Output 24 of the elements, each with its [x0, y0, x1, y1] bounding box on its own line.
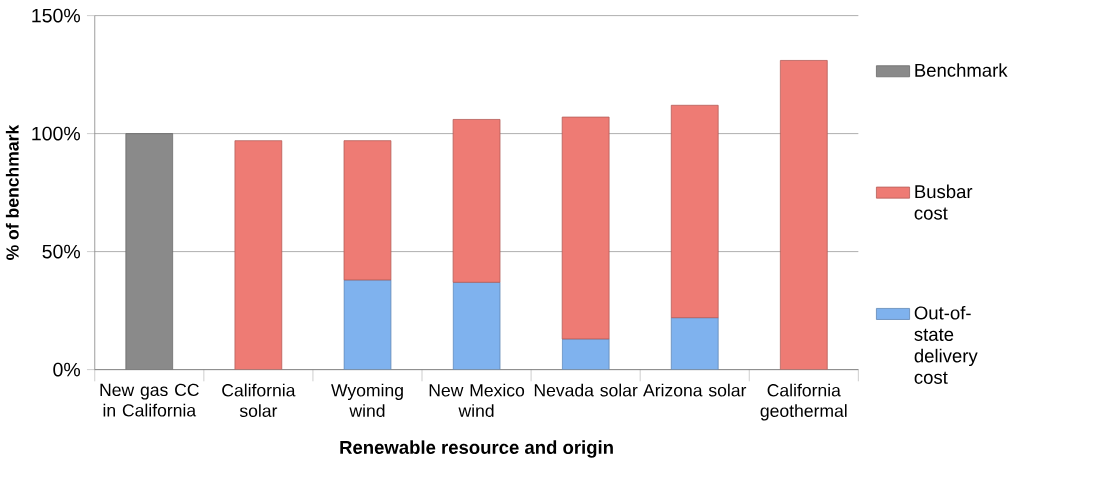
bar [125, 133, 174, 370]
x-tick-label: California geothermal [760, 383, 847, 421]
bar [343, 279, 392, 370]
x-tick-label: New gas CC in California [100, 383, 199, 417]
legend-label: Busbar cost [914, 184, 973, 220]
y-axis-title: % of benchmark [5, 124, 19, 261]
x-tick-label: Arizona solar [643, 383, 747, 397]
bar [452, 119, 501, 283]
legend-label: Benchmark [915, 63, 1008, 77]
y-tick-label: 150% [32, 8, 81, 23]
bar [561, 116, 610, 340]
bar [343, 140, 392, 281]
y-tick-label: 50% [42, 244, 81, 259]
bar [561, 338, 610, 370]
x-tick-label: New Mexico wind [429, 383, 525, 418]
y-tick-label: 100% [32, 126, 81, 141]
legend-label: Out-of-state delivery cost [914, 306, 978, 385]
bar [452, 282, 501, 370]
x-tick-label: Wyoming wind [331, 383, 403, 418]
bar [670, 105, 719, 319]
x-tick-label: California solar [222, 383, 296, 418]
y-tick-label: 0% [53, 362, 81, 377]
x-tick-label: Nevada solar [534, 383, 638, 397]
x-axis-title: Renewable resource and origin [340, 440, 613, 458]
